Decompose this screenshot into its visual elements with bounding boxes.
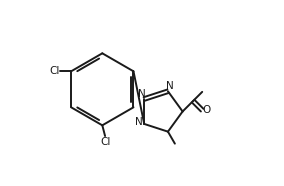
Text: N: N: [139, 89, 146, 99]
Text: Cl: Cl: [49, 66, 60, 76]
Text: O: O: [203, 105, 211, 115]
Text: N: N: [135, 117, 143, 127]
Text: Cl: Cl: [101, 137, 111, 147]
Text: N: N: [166, 81, 174, 92]
